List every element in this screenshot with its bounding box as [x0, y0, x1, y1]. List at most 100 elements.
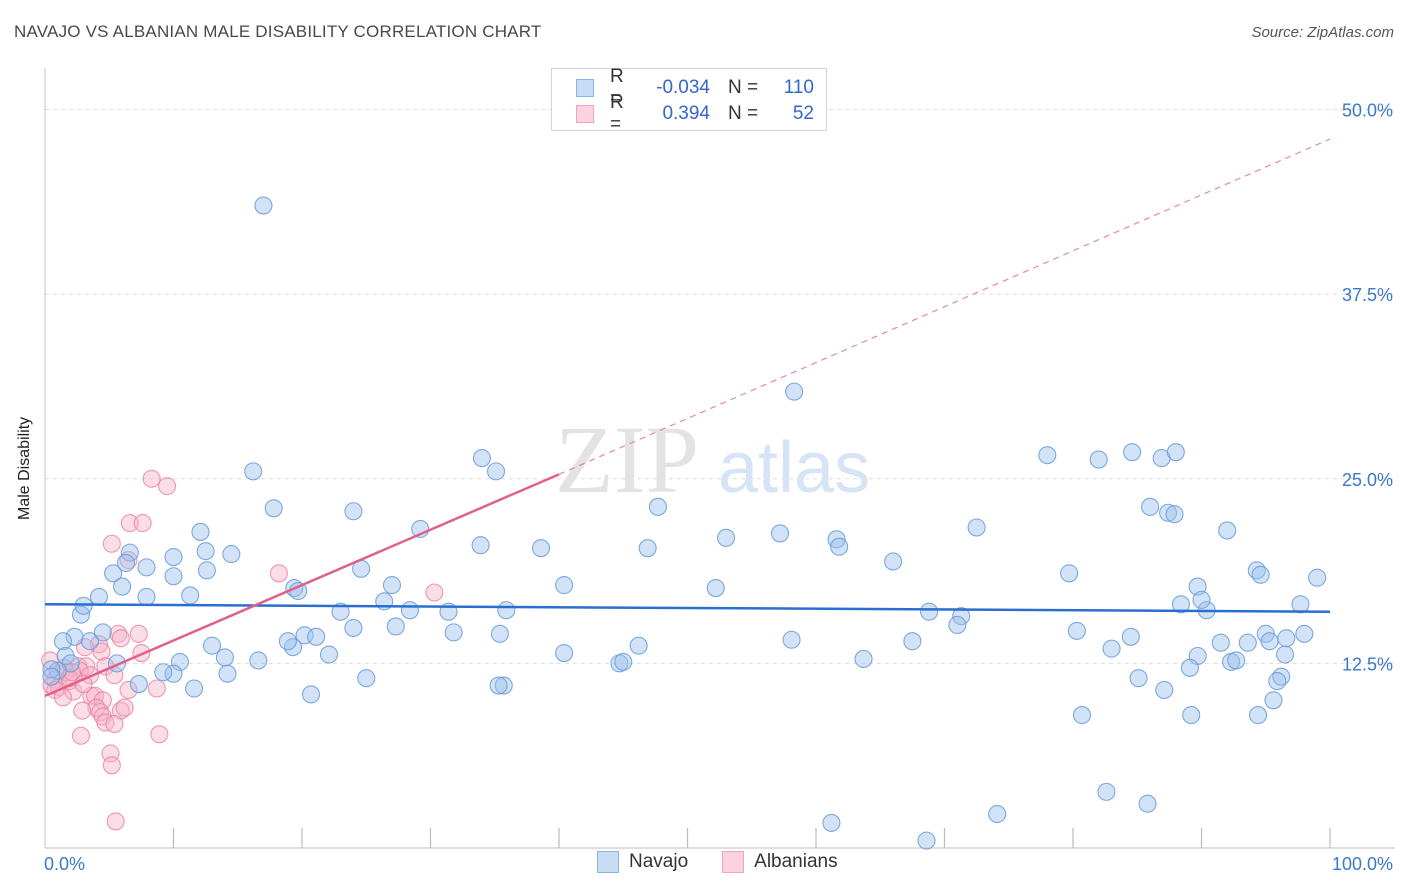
- axes-layer: [44, 68, 1395, 849]
- navajo-point: [264, 499, 283, 518]
- navajo-point: [1141, 497, 1160, 516]
- navajo-point: [307, 627, 326, 646]
- source-credit: Source: ZipAtlas.com: [1251, 24, 1394, 41]
- albanian-point: [158, 477, 177, 496]
- navajo-point: [706, 579, 725, 598]
- navajo-point: [386, 617, 405, 636]
- navajo-point: [42, 660, 61, 679]
- chart-title: NAVAJO VS ALBANIAN MALE DISABILITY CORRE…: [14, 22, 542, 41]
- legend-swatch-albanians: [576, 105, 594, 123]
- navajo-point: [185, 679, 204, 698]
- navajo-point: [197, 561, 216, 580]
- legend-n-label: N =: [728, 77, 759, 98]
- navajo-trend-line: [44, 603, 1331, 613]
- navajo-point: [1165, 505, 1184, 524]
- y-axis-label: Male Disability: [16, 416, 33, 520]
- navajo-point: [489, 676, 508, 695]
- legend-n-label: N =: [728, 103, 759, 124]
- navajo-point: [1182, 706, 1201, 725]
- navajo-point: [782, 630, 801, 649]
- navajo-point: [1188, 577, 1207, 596]
- trend-lines: [44, 138, 1331, 698]
- navajo-point: [497, 601, 516, 620]
- navajo-point: [113, 577, 132, 596]
- legend-r-value: 0.394: [662, 103, 710, 124]
- navajo-point: [854, 649, 873, 669]
- navajo-point: [1060, 564, 1079, 583]
- navajo-point: [400, 601, 419, 620]
- x-tick-label: 0.0%: [44, 854, 85, 874]
- navajo-points: [42, 196, 1327, 850]
- navajo-point: [254, 196, 273, 215]
- navajo-point: [1102, 639, 1121, 658]
- navajo-point: [164, 567, 183, 586]
- navajo-point: [116, 553, 136, 573]
- legend-swatch-navajo: [576, 79, 594, 97]
- navajo-point: [827, 530, 846, 549]
- navajo-point: [1123, 443, 1142, 462]
- navajo-point: [53, 632, 73, 651]
- navajo-point: [1238, 633, 1257, 652]
- navajo-point: [301, 685, 321, 704]
- navajo-point: [244, 462, 263, 481]
- navajo-point: [822, 813, 841, 832]
- navajo-point: [1072, 706, 1092, 725]
- albanian-point: [102, 534, 121, 553]
- navajo-point: [903, 632, 922, 651]
- navajo-point: [648, 497, 667, 516]
- albanian-point: [71, 726, 91, 745]
- navajo-point: [357, 669, 376, 688]
- albanian-point: [150, 725, 169, 744]
- navajo-point: [1277, 629, 1296, 648]
- navajo-point: [331, 602, 350, 621]
- legend-r-label: R =: [610, 66, 624, 109]
- navajo-point: [614, 652, 633, 671]
- legend-n-value: 52: [792, 103, 814, 124]
- navajo-point: [1291, 595, 1310, 614]
- navajo-point: [249, 651, 268, 670]
- navajo-point: [65, 627, 84, 646]
- x-tick-label: 100.0%: [1332, 854, 1393, 874]
- series-label-albanians: Albanians: [754, 851, 838, 872]
- navajo-point: [129, 675, 148, 694]
- navajo-point: [830, 537, 849, 556]
- albanian-point: [115, 698, 134, 717]
- navajo-point: [382, 576, 402, 595]
- navajo-point: [531, 539, 551, 558]
- navajo-point: [89, 587, 109, 606]
- y-tick-label: 50.0%: [1342, 101, 1393, 121]
- navajo-point: [444, 623, 463, 642]
- navajo-point: [1308, 568, 1327, 587]
- series-legend-navajo[interactable]: Navajo: [597, 851, 688, 873]
- navajo-point: [1260, 632, 1279, 651]
- navajo-point: [344, 502, 363, 521]
- albanian-point: [93, 691, 112, 710]
- navajo-point: [1121, 627, 1140, 646]
- navajo-point: [191, 522, 210, 541]
- albanian-trend-line: [44, 473, 560, 698]
- navajo-point: [1155, 680, 1174, 700]
- navajo-point: [1218, 521, 1237, 540]
- legend-n-value: 110: [783, 77, 814, 98]
- navajo-point: [278, 632, 297, 651]
- navajo-point: [1138, 794, 1157, 813]
- navajo-point: [170, 652, 189, 671]
- series-swatch-navajo: [597, 851, 619, 873]
- watermark-atlas: atlas: [718, 428, 870, 508]
- albanian-point: [111, 629, 130, 648]
- navajo-point: [716, 528, 736, 547]
- albanian-point: [119, 680, 138, 700]
- navajo-point: [1129, 669, 1148, 688]
- legend-row-albanians: R = 0.394 N = 52: [576, 92, 814, 135]
- navajo-point: [770, 524, 790, 543]
- series-legend: Navajo Albanians: [597, 851, 872, 873]
- albanian-point: [73, 701, 92, 720]
- navajo-point: [1295, 624, 1314, 643]
- navajo-point: [218, 664, 237, 683]
- navajo-point: [1097, 782, 1116, 801]
- navajo-point: [884, 552, 903, 571]
- series-legend-albanians[interactable]: Albanians: [722, 851, 838, 873]
- navajo-point: [1268, 672, 1287, 691]
- navajo-point: [920, 602, 939, 621]
